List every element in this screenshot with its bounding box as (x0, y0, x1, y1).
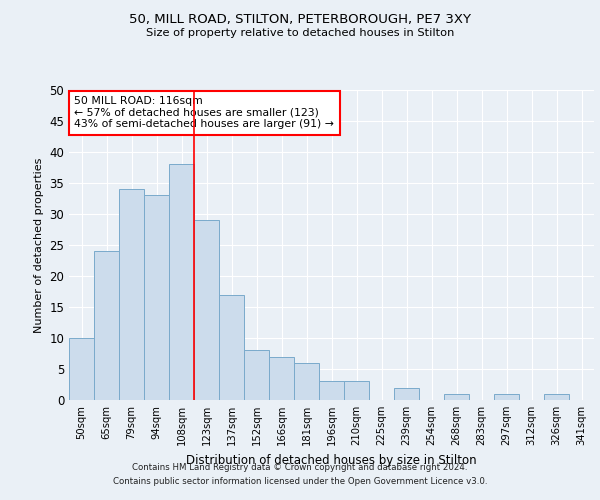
Y-axis label: Number of detached properties: Number of detached properties (34, 158, 44, 332)
X-axis label: Distribution of detached houses by size in Stilton: Distribution of detached houses by size … (186, 454, 477, 466)
Text: Contains public sector information licensed under the Open Government Licence v3: Contains public sector information licen… (113, 477, 487, 486)
Bar (319, 382, 344, 400)
Bar (119, 189, 144, 400)
Bar (219, 294, 244, 400)
Bar (444, 394, 469, 400)
Bar (144, 196, 169, 400)
Text: Contains HM Land Registry data © Crown copyright and database right 2024.: Contains HM Land Registry data © Crown c… (132, 464, 468, 472)
Bar (194, 220, 219, 400)
Bar (544, 394, 569, 400)
Bar (394, 388, 419, 400)
Bar (294, 363, 319, 400)
Bar (69, 338, 94, 400)
Text: Size of property relative to detached houses in Stilton: Size of property relative to detached ho… (146, 28, 454, 38)
Bar (244, 350, 269, 400)
Bar (169, 164, 194, 400)
Bar (269, 356, 294, 400)
Bar (94, 251, 119, 400)
Bar (494, 394, 519, 400)
Text: 50, MILL ROAD, STILTON, PETERBOROUGH, PE7 3XY: 50, MILL ROAD, STILTON, PETERBOROUGH, PE… (129, 12, 471, 26)
Text: 50 MILL ROAD: 116sqm
← 57% of detached houses are smaller (123)
43% of semi-deta: 50 MILL ROAD: 116sqm ← 57% of detached h… (74, 96, 334, 130)
Bar (344, 382, 369, 400)
